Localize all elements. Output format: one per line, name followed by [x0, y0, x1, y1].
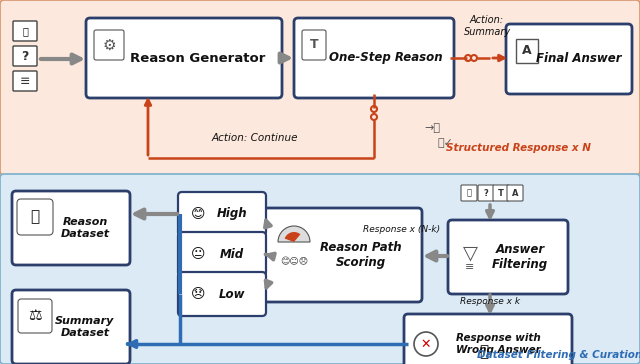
FancyBboxPatch shape: [13, 46, 37, 66]
FancyBboxPatch shape: [478, 185, 494, 201]
FancyBboxPatch shape: [448, 220, 568, 294]
Text: 😐: 😐: [191, 247, 205, 261]
Text: 🏔: 🏔: [467, 189, 472, 198]
Text: Reason Generator: Reason Generator: [131, 51, 266, 64]
Text: T: T: [498, 189, 504, 198]
Text: 😊: 😊: [191, 207, 205, 221]
FancyBboxPatch shape: [493, 185, 509, 201]
Text: 🏔: 🏔: [22, 26, 28, 36]
Text: A: A: [522, 44, 532, 58]
FancyBboxPatch shape: [178, 232, 266, 276]
FancyBboxPatch shape: [18, 299, 52, 333]
FancyBboxPatch shape: [264, 208, 422, 302]
Text: ?: ?: [484, 189, 488, 198]
Text: High: High: [217, 207, 247, 221]
Text: Dataset Filtering & Curation: Dataset Filtering & Curation: [477, 350, 640, 360]
FancyBboxPatch shape: [404, 314, 572, 364]
FancyBboxPatch shape: [17, 199, 53, 235]
Text: Mid: Mid: [220, 248, 244, 261]
Text: 💡: 💡: [31, 210, 40, 225]
FancyBboxPatch shape: [12, 290, 130, 364]
Text: 🔧: 🔧: [479, 344, 488, 360]
Text: Reason Path
Scoring: Reason Path Scoring: [320, 241, 402, 269]
Text: Structured Response x N: Structured Response x N: [445, 143, 591, 153]
Text: Response with
Wrong Answer: Response with Wrong Answer: [456, 333, 540, 355]
Text: Action:
Summary: Action: Summary: [463, 15, 511, 37]
FancyBboxPatch shape: [178, 192, 266, 236]
FancyBboxPatch shape: [178, 272, 266, 316]
FancyBboxPatch shape: [506, 24, 632, 94]
Text: 😞: 😞: [191, 287, 205, 301]
FancyBboxPatch shape: [516, 39, 538, 63]
FancyBboxPatch shape: [13, 71, 37, 91]
FancyBboxPatch shape: [94, 30, 124, 60]
Wedge shape: [285, 232, 300, 242]
Text: A: A: [512, 189, 518, 198]
Text: One-Step Reason: One-Step Reason: [329, 51, 443, 64]
FancyBboxPatch shape: [13, 21, 37, 41]
Circle shape: [414, 332, 438, 356]
Text: Response x (N-k): Response x (N-k): [364, 226, 440, 234]
Wedge shape: [278, 226, 310, 242]
Text: →📋: →📋: [424, 123, 440, 133]
Text: ≡: ≡: [20, 75, 30, 87]
Text: Low: Low: [219, 288, 245, 301]
Text: Final Answer: Final Answer: [536, 52, 621, 66]
FancyBboxPatch shape: [507, 185, 523, 201]
Text: ⚙: ⚙: [102, 37, 116, 52]
Text: Response x k: Response x k: [460, 297, 520, 306]
FancyBboxPatch shape: [86, 18, 282, 98]
FancyBboxPatch shape: [12, 191, 130, 265]
Text: ▽: ▽: [463, 244, 477, 262]
Text: T: T: [310, 39, 318, 51]
FancyBboxPatch shape: [0, 0, 640, 175]
FancyBboxPatch shape: [302, 30, 326, 60]
Text: Summary
Dataset: Summary Dataset: [55, 316, 115, 338]
FancyBboxPatch shape: [0, 174, 640, 364]
Text: ?: ?: [21, 50, 29, 63]
Text: 🔄✓: 🔄✓: [437, 138, 453, 148]
FancyBboxPatch shape: [294, 18, 454, 98]
FancyBboxPatch shape: [461, 185, 477, 201]
Text: Answer
Filtering: Answer Filtering: [492, 243, 548, 271]
Text: Action: Continue: Action: Continue: [212, 133, 298, 143]
Text: ✕: ✕: [420, 337, 431, 351]
Text: 😊😐😞: 😊😐😞: [280, 257, 308, 266]
Text: ⚖: ⚖: [28, 309, 42, 324]
Text: Reason
Dataset: Reason Dataset: [60, 217, 109, 239]
Text: ≡: ≡: [465, 262, 475, 272]
